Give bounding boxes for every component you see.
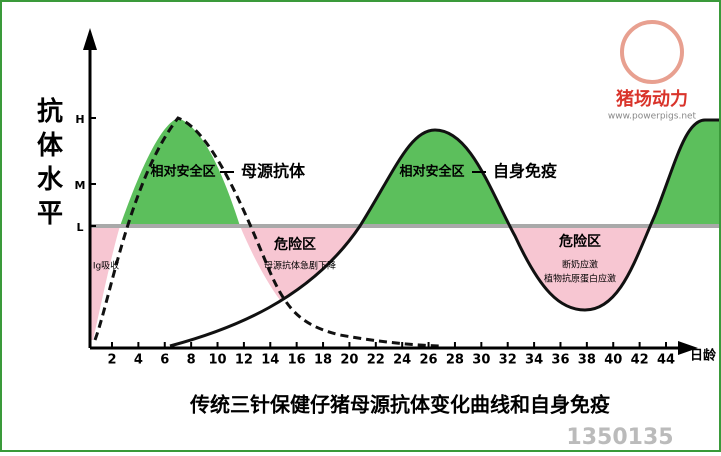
label: 危险区 <box>558 233 601 250</box>
x-label: 6 <box>160 353 169 368</box>
watermark: 1350135 <box>566 425 673 450</box>
safe-region <box>652 120 719 226</box>
level-label: H <box>75 113 84 126</box>
x-label: 14 <box>261 353 279 368</box>
x-label: 40 <box>604 353 622 368</box>
logo-name: 猪场动力 <box>615 88 688 110</box>
label: 断奶应激 <box>562 259 598 271</box>
x-label: 4 <box>134 353 143 368</box>
x-label: 42 <box>631 353 649 368</box>
x-label: 20 <box>340 353 358 368</box>
x-label: 30 <box>472 353 490 368</box>
danger-region <box>240 226 360 300</box>
level-label: M <box>75 179 86 192</box>
x-label: 36 <box>551 353 569 368</box>
x-label: 32 <box>499 353 517 368</box>
x-label: 26 <box>420 353 438 368</box>
danger-region <box>90 226 120 340</box>
label: 危险区 <box>273 236 316 253</box>
x-label: 10 <box>208 353 226 368</box>
maternal-curve <box>93 116 441 348</box>
y-title-1: 抗体水平 <box>37 96 64 229</box>
x-label: 34 <box>525 353 543 368</box>
x-label: 38 <box>578 353 596 368</box>
safe-region <box>360 130 510 226</box>
label: 植物抗原蛋白应激 <box>544 273 616 285</box>
label: 相对安全区 <box>399 164 464 180</box>
danger-region <box>510 226 652 310</box>
title: 传统三针保健仔猪母源抗体变化曲线和自身免疫 <box>189 393 610 417</box>
arrow <box>83 28 97 50</box>
x-unit: 日龄 <box>690 348 717 364</box>
x-label: 18 <box>314 353 332 368</box>
x-label: 12 <box>235 353 253 368</box>
logo-icon <box>620 20 684 84</box>
level-label: L <box>76 221 83 234</box>
safe-region <box>120 118 240 226</box>
x-label: 24 <box>393 353 411 368</box>
logo-url: www.powerpigs.net <box>608 112 697 122</box>
x-label: 28 <box>446 353 464 368</box>
x-label: 22 <box>367 353 385 368</box>
own-curve <box>169 118 719 348</box>
label: Ig吸收 <box>93 260 119 272</box>
x-label: 16 <box>288 353 306 368</box>
x-label: 8 <box>187 353 196 368</box>
arrow <box>678 341 698 355</box>
x-label: 2 <box>107 353 116 368</box>
x-label: 44 <box>657 353 675 368</box>
label: 母源抗体急剧下降 <box>264 260 336 272</box>
label: 相对安全区 <box>150 164 215 180</box>
label: 母源抗体 <box>241 162 306 181</box>
label: 自身免疫 <box>493 162 557 181</box>
